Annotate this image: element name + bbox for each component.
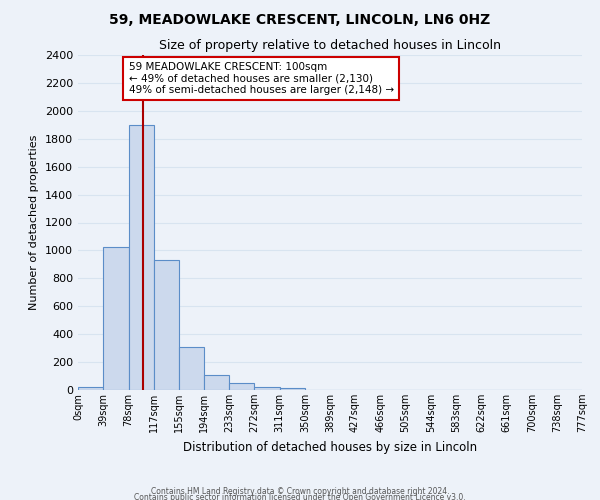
Title: Size of property relative to detached houses in Lincoln: Size of property relative to detached ho…	[159, 40, 501, 52]
Text: 59, MEADOWLAKE CRESCENT, LINCOLN, LN6 0HZ: 59, MEADOWLAKE CRESCENT, LINCOLN, LN6 0H…	[109, 12, 491, 26]
Y-axis label: Number of detached properties: Number of detached properties	[29, 135, 40, 310]
Bar	[128, 125, 154, 390]
Bar	[280, 388, 305, 390]
Bar	[254, 386, 280, 390]
X-axis label: Distribution of detached houses by size in Lincoln: Distribution of detached houses by size …	[183, 440, 477, 454]
Bar	[179, 346, 204, 390]
Text: Contains public sector information licensed under the Open Government Licence v3: Contains public sector information licen…	[134, 492, 466, 500]
Bar	[154, 260, 179, 390]
Bar	[229, 383, 254, 390]
Bar	[103, 247, 128, 390]
Text: Contains HM Land Registry data © Crown copyright and database right 2024.: Contains HM Land Registry data © Crown c…	[151, 486, 449, 496]
Bar	[204, 376, 229, 390]
Text: 59 MEADOWLAKE CRESCENT: 100sqm
← 49% of detached houses are smaller (2,130)
49% : 59 MEADOWLAKE CRESCENT: 100sqm ← 49% of …	[128, 62, 394, 95]
Bar	[78, 386, 103, 390]
